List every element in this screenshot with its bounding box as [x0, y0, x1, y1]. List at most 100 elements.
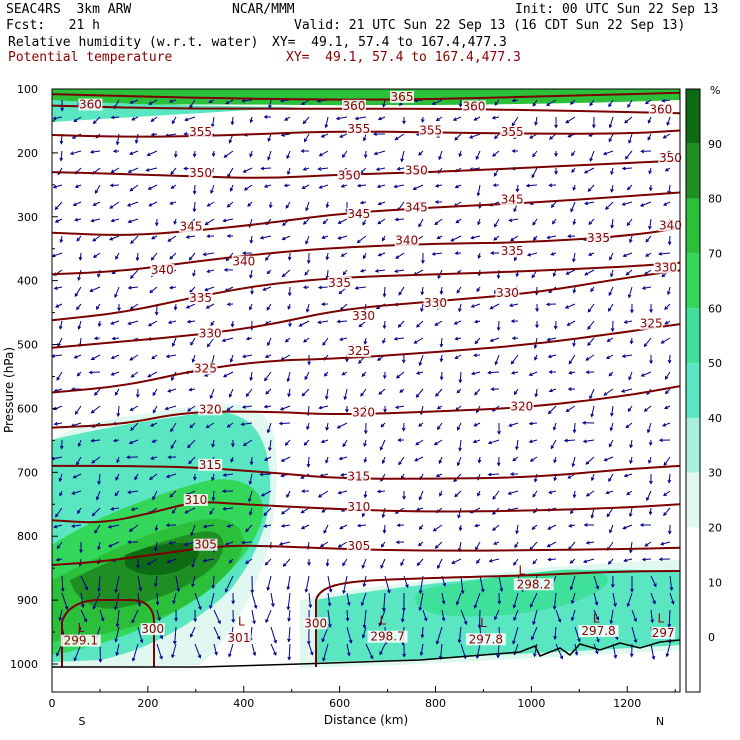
- wind-arrow: [59, 439, 64, 450]
- wind-arrow: [550, 252, 557, 256]
- wind-arrow: [192, 150, 197, 158]
- wind-arrow: [400, 150, 405, 163]
- wind-arrow: [643, 337, 652, 348]
- wind-arrow: [129, 354, 139, 361]
- wind-arrow: [605, 354, 614, 359]
- wind-arrow: [515, 524, 519, 535]
- wind-arrow: [266, 303, 272, 311]
- wind-arrow: [470, 371, 481, 376]
- wind-arrow: [304, 269, 310, 276]
- wind-arrow: [210, 320, 215, 327]
- wind-arrow: [609, 422, 614, 432]
- wind-arrow: [476, 558, 481, 564]
- wind-arrow: [168, 541, 177, 545]
- wind-arrow: [263, 524, 272, 528]
- wind-arrow: [341, 150, 348, 158]
- wind-arrow: [565, 269, 576, 275]
- wind-arrow: [93, 336, 101, 341]
- wind-arrow: [529, 541, 538, 551]
- wind-arrow: [243, 184, 253, 191]
- wind-arrow: [74, 405, 82, 415]
- wind-arrow: [631, 609, 637, 623]
- wind-arrow: [582, 439, 595, 444]
- contour-label: 297.8: [469, 632, 503, 646]
- y-tick-label: 600: [17, 402, 38, 415]
- wind-arrow: [641, 557, 652, 562]
- wind-arrow: [492, 524, 500, 531]
- wind-arrow: [454, 133, 462, 141]
- wind-arrow: [152, 405, 158, 414]
- x-tick-label: 600: [329, 697, 350, 710]
- wind-arrow: [55, 557, 63, 562]
- wind-arrow: [338, 456, 348, 461]
- wind-arrow: [418, 218, 424, 228]
- wind-arrow: [327, 575, 333, 593]
- wind-arrow: [306, 456, 311, 468]
- y-tick-label: 500: [17, 339, 38, 352]
- wind-arrow: [55, 303, 63, 308]
- wind-arrow: [418, 592, 424, 612]
- wind-arrow: [72, 473, 82, 479]
- wind-arrow: [585, 490, 595, 497]
- wind-arrow: [130, 371, 139, 378]
- wind-arrow: [76, 456, 82, 466]
- wind-arrow: [204, 286, 215, 292]
- wind-arrow: [129, 150, 139, 155]
- wind-arrow: [131, 116, 139, 121]
- wind-arrow: [128, 524, 139, 532]
- wind-arrow: [513, 609, 519, 622]
- wind-arrow: [128, 439, 139, 445]
- wind-arrow: [584, 201, 595, 206]
- wind-arrow: [266, 422, 272, 434]
- wind-arrow: [494, 354, 500, 366]
- wind-arrow: [287, 388, 291, 398]
- wind-arrow: [624, 150, 633, 160]
- wind-arrow: [231, 592, 236, 605]
- wind-arrow: [263, 115, 272, 119]
- wind-arrow: [476, 286, 481, 293]
- wind-arrow: [626, 490, 633, 496]
- wind-arrow: [52, 116, 63, 121]
- wind-arrow: [660, 337, 671, 344]
- wind-arrow: [147, 558, 158, 566]
- wind-arrow: [658, 557, 671, 562]
- wind-arrow: [666, 286, 671, 296]
- contour-label: 345: [405, 200, 428, 214]
- wind-arrow: [435, 116, 443, 122]
- contour-label: 345: [180, 220, 203, 234]
- wind-arrow: [399, 388, 405, 393]
- wind-arrow: [150, 422, 158, 427]
- wind-arrow: [114, 490, 120, 497]
- wind-arrow: [167, 235, 177, 242]
- colorbar-swatch: [686, 527, 700, 583]
- wind-arrow: [189, 422, 196, 429]
- wind-arrow: [325, 558, 330, 567]
- wind-arrow: [498, 575, 504, 593]
- contour-label-bg: [346, 122, 371, 135]
- contour-label-bg: [509, 400, 534, 413]
- contour-label: 340: [659, 218, 682, 232]
- wind-arrow: [115, 473, 120, 481]
- wind-arrow: [91, 507, 101, 517]
- wind-arrow: [170, 167, 177, 175]
- wind-arrow: [554, 167, 558, 175]
- wind-arrow: [583, 523, 595, 527]
- wind-arrow: [361, 558, 367, 569]
- contour-label: 315: [199, 458, 222, 472]
- wind-arrow: [127, 285, 139, 290]
- wind-arrow: [346, 643, 351, 657]
- wind-arrow: [628, 133, 633, 144]
- wind-arrow: [317, 167, 329, 171]
- wind-arrow: [306, 626, 311, 645]
- wind-arrow: [55, 507, 63, 518]
- wind-arrow: [606, 337, 614, 342]
- wind-arrow: [339, 524, 348, 530]
- x-axis-title: Distance (km): [324, 713, 408, 727]
- valid-time: Valid: 21 UTC Sun 22 Sep 13 (16 CDT Sun …: [294, 18, 686, 33]
- wind-arrow: [302, 285, 310, 290]
- wind-arrow: [110, 507, 120, 511]
- wind-arrow: [650, 575, 657, 588]
- wind-arrow: [110, 354, 120, 359]
- wind-arrow: [263, 404, 272, 409]
- wind-arrow: [130, 507, 139, 511]
